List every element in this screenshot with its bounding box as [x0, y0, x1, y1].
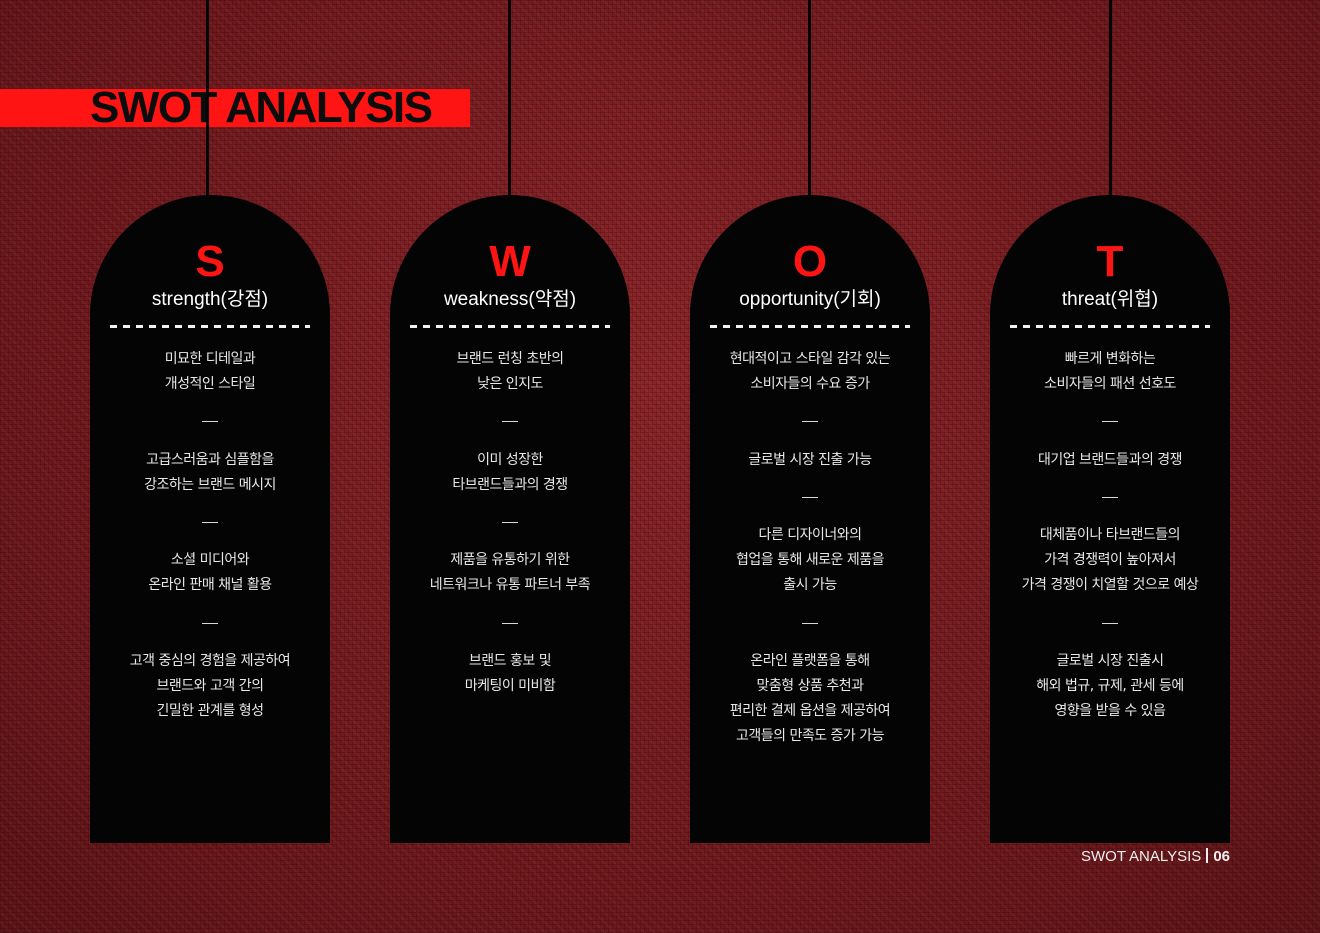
swot-item-line: 맞춤형 상품 추천과: [756, 677, 864, 694]
swot-item-line: 출시 가능: [783, 577, 837, 594]
item-separator: [690, 611, 930, 636]
hanging-string: [808, 0, 811, 196]
item-separator: [690, 410, 930, 435]
swot-item-line: 온라인 플랫폼을 통해: [750, 652, 870, 669]
swot-item-line: 네트워크나 유통 파트너 부족: [429, 577, 591, 594]
item-separator: [90, 510, 330, 535]
swot-item-line: 마케팅이 미비함: [464, 677, 556, 694]
card-subtitle: weakness(약점): [443, 289, 577, 310]
card-letter: S: [195, 237, 225, 286]
dashed-divider: [110, 325, 310, 328]
item-separator: [390, 410, 630, 435]
title-highlight-bar: [0, 89, 470, 127]
swot-item-line: 낮은 인지도: [477, 376, 543, 393]
swot-item-line: 타브랜드들과의 경쟁: [452, 476, 568, 493]
card-subtitle: strength(강점): [151, 289, 269, 310]
swot-item-line: 개성적인 스타일: [164, 376, 256, 393]
swot-item-line: 가격 경쟁력이 높아져서: [1044, 552, 1176, 569]
dashed-divider: [710, 325, 910, 328]
swot-item-line: 다른 디자이너와의: [758, 526, 863, 543]
item-separator: [90, 611, 330, 636]
swot-item-line: 대기업 브랜드들과의 경쟁: [1037, 451, 1183, 468]
swot-item-line: 제품을 유통하기 위한: [450, 552, 570, 569]
item-separator: [390, 510, 630, 535]
swot-item-line: 온라인 판매 채널 활용: [148, 577, 272, 594]
footer-separator: [1206, 848, 1209, 863]
swot-item-line: 강조하는 브랜드 메시지: [144, 476, 276, 493]
swot-item-line: 빠르게 변화하는: [1064, 351, 1156, 367]
swot-item-line: 이미 성장한: [477, 451, 543, 468]
swot-item: 대기업 브랜드들과의 경쟁: [990, 448, 1230, 473]
hanging-string: [508, 0, 511, 196]
swot-item-line: 편리한 결제 옵션을 제공하여: [729, 703, 891, 720]
card-letter: T: [1096, 237, 1124, 286]
card-letter: O: [792, 237, 828, 286]
page-number: 06: [1213, 848, 1230, 865]
dashed-divider: [1010, 325, 1210, 328]
swot-item-line: 가격 경쟁이 치열할 것으로 예상: [1021, 577, 1199, 594]
swot-item-line: 고객 중심의 경험을 제공하여: [129, 652, 291, 669]
card-letter: W: [489, 237, 531, 286]
swot-item-line: 소셜 미디어와: [170, 552, 250, 569]
swot-item-line: 협업을 통해 새로운 제품을: [735, 552, 885, 569]
item-separator: [690, 485, 930, 510]
swot-item: 글로벌 시장 진출 가능: [690, 448, 930, 473]
dashed-divider: [410, 325, 610, 328]
item-separator: [990, 410, 1230, 435]
swot-item-line: 해외 법규, 규제, 관세 등에: [1036, 677, 1184, 694]
swot-item-line: 대체품이나 타브랜드들의: [1039, 526, 1181, 543]
card-subtitle: opportunity(기회): [739, 289, 881, 310]
swot-item-line: 고객들의 만족도 증가 가능: [735, 728, 885, 745]
swot-item-line: 브랜드 런칭 초반의: [456, 351, 564, 367]
swot-item-line: 브랜드 홍보 및: [468, 652, 552, 669]
page-title: SWOT ANALYSIS: [90, 83, 433, 132]
swot-item-line: 영향을 받을 수 있음: [1054, 703, 1166, 720]
card-subtitle: threat(위협): [1061, 289, 1159, 310]
swot-item-line: 소비자들의 패션 선호도: [1044, 376, 1176, 393]
page-footer: SWOT ANALYSIS 06: [1081, 846, 1230, 868]
swot-item-line: 소비자들의 수요 증가: [750, 376, 870, 393]
item-separator: [390, 611, 630, 636]
swot-item-line: 글로벌 시장 진출 가능: [748, 451, 872, 468]
swot-item-line: 브랜드와 고객 간의: [156, 677, 264, 694]
swot-item-line: 현대적이고 스타일 감각 있는: [729, 351, 891, 367]
hanging-string: [206, 0, 209, 196]
item-separator: [990, 485, 1230, 510]
swot-item-line: 긴밀한 관계를 형성: [156, 703, 264, 720]
swot-item-line: 고급스러움과 심플함을: [146, 451, 274, 468]
item-separator: [90, 410, 330, 435]
item-separator: [990, 611, 1230, 636]
footer-label: SWOT ANALYSIS: [1080, 848, 1202, 865]
hanging-string: [1109, 0, 1112, 196]
swot-item-line: 글로벌 시장 진출시: [1056, 652, 1164, 669]
swot-item-line: 미묘한 디테일과: [164, 351, 256, 367]
